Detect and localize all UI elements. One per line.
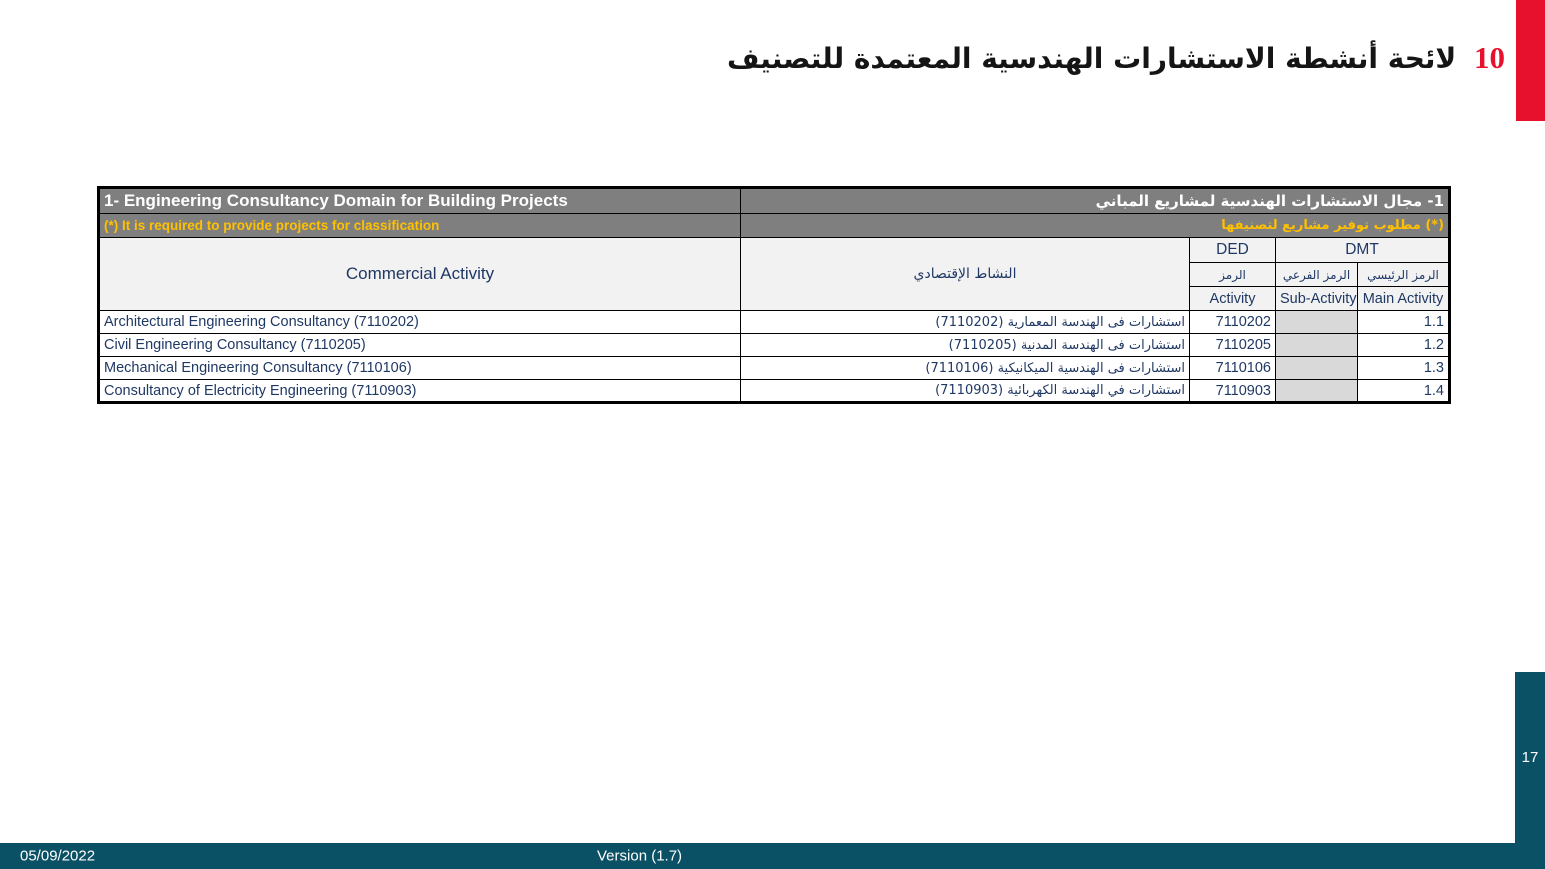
table-row: Civil Engineering Consultancy (7110205) … xyxy=(98,333,1451,357)
activity-name-ar: استشارات في الهندسة الكهربائية (7110903) xyxy=(740,379,1190,403)
header-code-ar: الرمز xyxy=(1189,262,1276,287)
main-activity-code: 1.3 xyxy=(1356,356,1451,380)
table-row: Architectural Engineering Consultancy (7… xyxy=(98,310,1451,334)
header-dmt: DMT xyxy=(1274,237,1451,263)
note-en: (*) It is required to provide projects f… xyxy=(98,213,741,238)
slide-number: 10 xyxy=(1474,40,1505,75)
header-row-arabic-codes: الرمز الرمز الفرعي الرمز الرئيسي xyxy=(99,262,1451,287)
activity-code: 7110202 xyxy=(1189,310,1276,334)
slide-title-text: لائحة أنشطة الاستشارات الهندسية المعتمدة… xyxy=(726,42,1457,75)
activity-name-en: Consultancy of Electricity Engineering (… xyxy=(98,379,741,403)
domain-title-row: 1- Engineering Consultancy Domain for Bu… xyxy=(98,187,1451,214)
main-activity-code: 1.4 xyxy=(1356,379,1451,403)
header-row-english-codes: Activity Sub-Activity Main Activity xyxy=(99,286,1451,311)
header-row-groups: Commercial Activity النشاط الإقتصادي DED… xyxy=(98,237,1451,311)
sub-activity-cell xyxy=(1275,379,1358,403)
sub-activity-cell xyxy=(1275,356,1358,380)
header-economic-activity: النشاط الإقتصادي xyxy=(740,237,1190,311)
header-main-code-ar: الرمز الرئيسي xyxy=(1356,262,1451,287)
header-activity: Activity xyxy=(1189,286,1276,311)
activity-name-ar: استشارات فى الهندسية الميكانيكية (711010… xyxy=(740,356,1190,380)
activity-name-en: Civil Engineering Consultancy (7110205) xyxy=(98,333,741,357)
activities-table: 1- Engineering Consultancy Domain for Bu… xyxy=(97,186,1452,404)
header-ded: DED xyxy=(1189,237,1276,263)
page-number: 17 xyxy=(1521,749,1539,766)
domain-title-ar: 1- مجال الاستشارات الهندسية لمشاريع المب… xyxy=(739,187,1451,214)
slide-title: 10 لائحة أنشطة الاستشارات الهندسية المعت… xyxy=(727,34,1505,82)
main-activity-code: 1.1 xyxy=(1356,310,1451,334)
table-row: Mechanical Engineering Consultancy (7110… xyxy=(98,356,1451,380)
header-main-activity: Main Activity xyxy=(1356,286,1451,311)
footer-date: 05/09/2022 xyxy=(20,847,96,865)
header-commercial-activity: Commercial Activity xyxy=(98,237,741,311)
sub-activity-cell xyxy=(1275,333,1358,357)
activity-code: 7110903 xyxy=(1189,379,1276,403)
table-row: Consultancy of Electricity Engineering (… xyxy=(98,379,1451,403)
activity-name-en: Architectural Engineering Consultancy (7… xyxy=(98,310,741,334)
activity-name-en: Mechanical Engineering Consultancy (7110… xyxy=(98,356,741,380)
footer-bar: 05/09/2022 Version (1.7) xyxy=(0,843,1545,869)
note-ar: (*) مطلوب توفير مشاريع لتصنيفها xyxy=(739,213,1451,238)
domain-title-en: 1- Engineering Consultancy Domain for Bu… xyxy=(98,187,741,214)
activity-name-ar: استشارات فى الهندسة المعمارية (7110202) xyxy=(740,310,1190,334)
page-number-box: 17 xyxy=(1515,672,1545,843)
main-activity-code: 1.2 xyxy=(1356,333,1451,357)
header-sub-code-ar: الرمز الفرعي xyxy=(1275,262,1358,287)
footer-version: Version (1.7) xyxy=(597,847,683,865)
activity-name-ar: استشارات فى الهندسة المدنية (7110205) xyxy=(740,333,1190,357)
note-row: (*) It is required to provide projects f… xyxy=(98,213,1451,238)
sub-activity-cell xyxy=(1275,310,1358,334)
header-sub-activity: Sub-Activity xyxy=(1275,286,1358,311)
red-accent-bar xyxy=(1516,0,1545,121)
activity-code: 7110205 xyxy=(1189,333,1276,357)
activity-code: 7110106 xyxy=(1189,356,1276,380)
